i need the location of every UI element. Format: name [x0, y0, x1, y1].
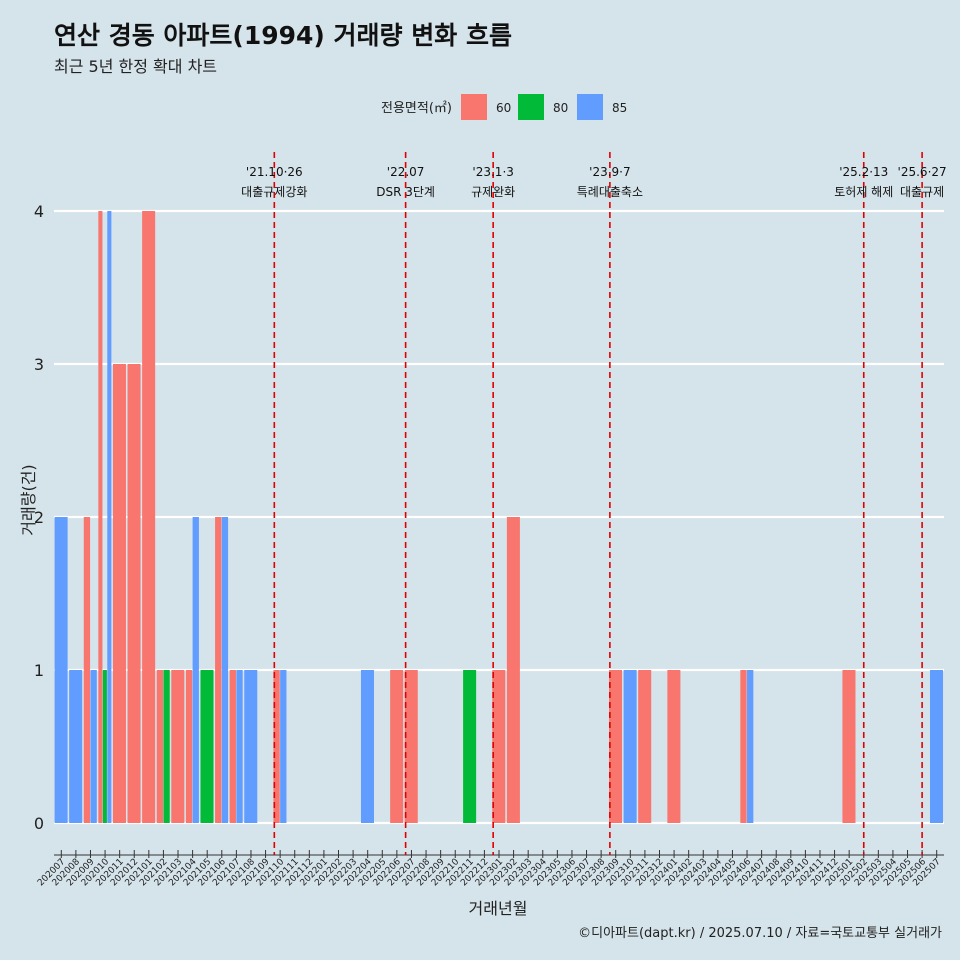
bar-85 [244, 670, 258, 823]
event-label: 특례대출축소 [577, 185, 643, 199]
bar-85 [280, 670, 287, 823]
bar-85 [221, 517, 229, 823]
bar-85 [69, 670, 83, 823]
event-date-label: '25.2·13 [839, 165, 888, 179]
event-date-label: '25.6·27 [898, 165, 947, 179]
y-tick-label: 1 [34, 661, 44, 680]
bar-60 [609, 670, 623, 823]
legend-swatch-85 [577, 94, 603, 120]
legend-label: 85 [612, 101, 627, 115]
event-label: 토허제 해제 [834, 185, 893, 199]
x-axis-title: 거래년월 [469, 899, 528, 918]
bar-60 [83, 517, 91, 823]
legend-swatch-60 [461, 94, 487, 120]
bar-80 [463, 670, 477, 823]
chart-caption: ©디아파트(dapt.kr) / 2025.07.10 / 자료=국토교통부 실… [578, 926, 942, 941]
bar-60 [98, 211, 103, 823]
bar-60 [273, 670, 280, 823]
y-tick-label: 4 [34, 202, 44, 221]
legend-title: 전용면적(㎡) [381, 101, 452, 116]
legend-label: 80 [553, 101, 568, 115]
bar-60 [215, 517, 222, 823]
bar-60 [156, 670, 164, 823]
bar-60 [390, 670, 404, 823]
bar-60 [185, 670, 193, 823]
bar-80 [163, 670, 170, 823]
chart-subtitle: 최근 5년 한정 확대 차트 [54, 57, 218, 76]
bar-60 [127, 364, 141, 823]
bar-60 [638, 670, 652, 823]
bar-85 [90, 670, 97, 823]
bar-60 [667, 670, 681, 823]
bar-85 [107, 211, 112, 823]
bar-60 [112, 364, 126, 823]
bar-60 [171, 670, 185, 823]
bar-60 [842, 670, 856, 823]
y-axis-title: 거래량(건) [19, 464, 38, 535]
event-label: DSR 3단계 [376, 185, 435, 199]
bar-60 [229, 670, 236, 823]
chart-title: 연산 경동 아파트(1994) 거래량 변화 흐름 [54, 21, 512, 50]
event-label: 규제완화 [471, 185, 515, 199]
legend-swatch-80 [518, 94, 544, 120]
bar-85 [236, 670, 243, 823]
bar-85 [360, 670, 374, 823]
bar-80 [102, 670, 107, 823]
bar-60 [404, 670, 418, 823]
bar-85 [192, 517, 199, 823]
event-date-label: '22.07 [387, 165, 425, 179]
bar-60 [492, 670, 506, 823]
event-label: 대출규제강화 [241, 185, 307, 199]
y-tick-label: 3 [34, 355, 44, 374]
legend-label: 60 [496, 101, 511, 115]
event-date-label: '21.10·26 [246, 165, 303, 179]
bar-60 [142, 211, 156, 823]
event-date-label: '23.9·7 [589, 165, 630, 179]
bar-85 [929, 670, 944, 823]
y-tick-label: 0 [34, 814, 44, 833]
bar-85 [54, 517, 68, 823]
bar-80 [200, 670, 214, 823]
bar-85 [747, 670, 754, 823]
bar-60 [506, 517, 520, 823]
bar-60 [740, 670, 747, 823]
y-tick-label: 2 [34, 508, 44, 527]
bar-85 [623, 670, 637, 823]
event-date-label: '23.1·3 [472, 165, 513, 179]
event-label: 대출규제 [900, 185, 944, 199]
